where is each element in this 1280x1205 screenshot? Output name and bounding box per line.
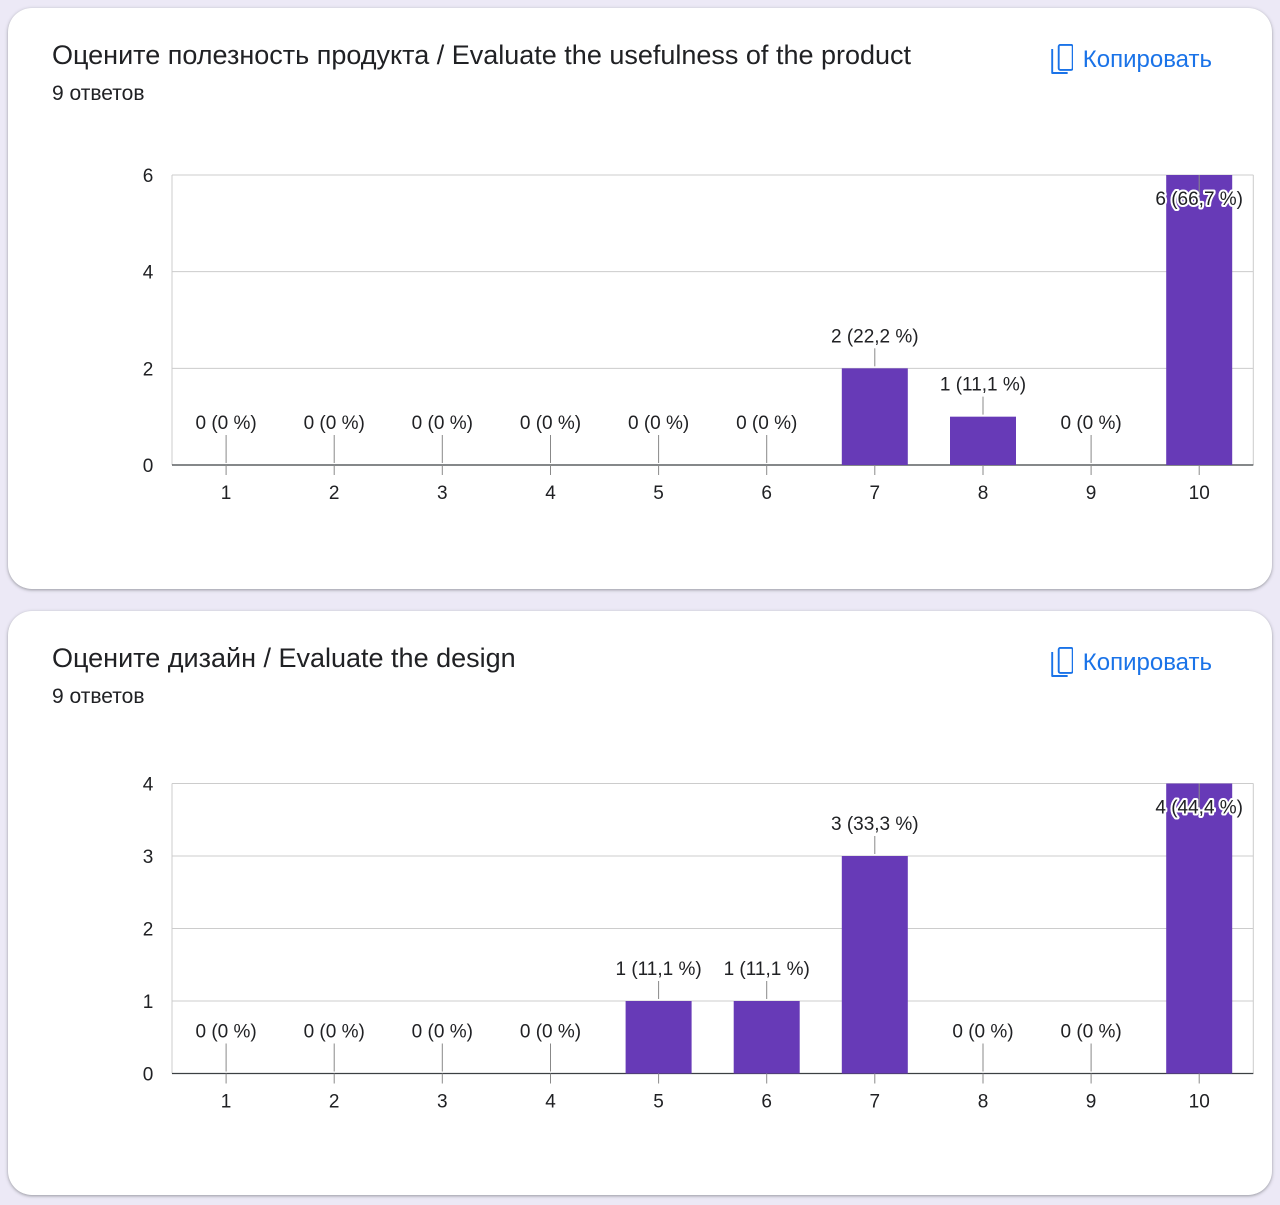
svg-text:0 (0 %): 0 (0 %)	[520, 1022, 581, 1043]
svg-text:0 (0 %): 0 (0 %)	[736, 413, 797, 434]
svg-text:2 (22,2 %): 2 (22,2 %)	[831, 326, 919, 347]
svg-text:2: 2	[329, 483, 340, 504]
svg-text:2: 2	[329, 1092, 340, 1113]
svg-text:0 (0 %): 0 (0 %)	[520, 413, 581, 434]
svg-text:6 (66,7 %): 6 (66,7 %)	[1155, 189, 1243, 210]
svg-text:7: 7	[870, 1092, 881, 1113]
svg-text:0 (0 %): 0 (0 %)	[195, 413, 256, 434]
svg-text:0 (0 %): 0 (0 %)	[1060, 413, 1121, 434]
svg-text:1: 1	[143, 992, 154, 1013]
svg-text:0: 0	[143, 456, 154, 477]
svg-text:5: 5	[653, 1092, 664, 1113]
svg-text:4 (44,4 %): 4 (44,4 %)	[1155, 798, 1243, 819]
svg-text:1: 1	[221, 1092, 232, 1113]
svg-text:0 (0 %): 0 (0 %)	[628, 413, 689, 434]
svg-text:9: 9	[1086, 1092, 1097, 1113]
svg-text:0 (0 %): 0 (0 %)	[195, 1022, 256, 1043]
svg-text:6: 6	[143, 166, 154, 187]
svg-text:1 (11,1 %): 1 (11,1 %)	[615, 959, 701, 980]
svg-text:0 (0 %): 0 (0 %)	[412, 1022, 473, 1043]
svg-text:0 (0 %): 0 (0 %)	[952, 1022, 1013, 1043]
svg-text:3 (33,3 %): 3 (33,3 %)	[831, 814, 919, 835]
svg-text:3: 3	[437, 483, 448, 504]
svg-text:0 (0 %): 0 (0 %)	[304, 1022, 365, 1043]
svg-text:1 (11,1 %): 1 (11,1 %)	[724, 959, 810, 980]
svg-text:10: 10	[1189, 483, 1210, 504]
svg-text:5: 5	[653, 483, 664, 504]
svg-text:1: 1	[221, 483, 232, 504]
svg-text:4: 4	[143, 775, 154, 796]
svg-text:1 (11,1 %): 1 (11,1 %)	[940, 375, 1026, 396]
svg-text:0 (0 %): 0 (0 %)	[412, 413, 473, 434]
svg-text:3: 3	[437, 1092, 448, 1113]
svg-text:4: 4	[545, 1092, 556, 1113]
svg-text:8: 8	[978, 483, 989, 504]
svg-text:7: 7	[870, 483, 881, 504]
svg-text:0 (0 %): 0 (0 %)	[304, 413, 365, 434]
svg-text:6: 6	[761, 483, 772, 504]
svg-text:9: 9	[1086, 483, 1097, 504]
svg-text:0: 0	[143, 1065, 154, 1086]
svg-text:4: 4	[545, 483, 556, 504]
svg-text:0 (0 %): 0 (0 %)	[1060, 1022, 1121, 1043]
svg-text:2: 2	[143, 359, 154, 380]
svg-text:2: 2	[143, 920, 154, 941]
svg-text:4: 4	[143, 263, 154, 284]
svg-text:3: 3	[143, 847, 154, 868]
svg-text:6: 6	[761, 1092, 772, 1113]
svg-text:8: 8	[978, 1092, 989, 1113]
svg-text:10: 10	[1189, 1092, 1210, 1113]
